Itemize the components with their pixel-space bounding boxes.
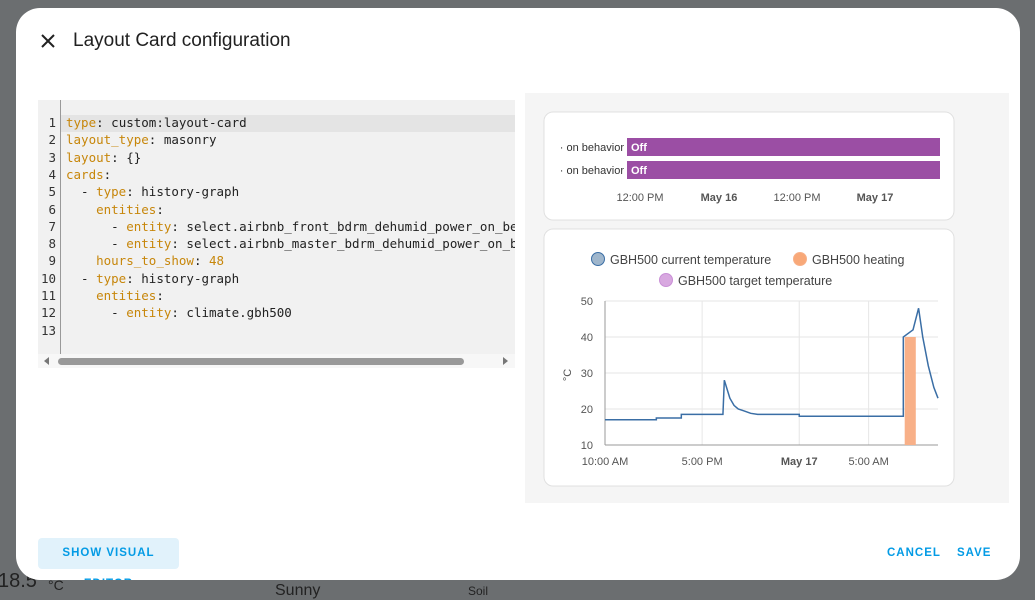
timeline-axis-label: 12:00 PM xyxy=(773,192,820,204)
line-number: 6 xyxy=(48,201,56,217)
timeline-bar xyxy=(627,138,940,156)
code-line: entities: xyxy=(96,201,164,217)
x-tick-label: May 17 xyxy=(781,456,818,468)
timeline-state: Off xyxy=(631,165,647,177)
x-tick-label: 5:00 PM xyxy=(682,456,723,468)
scrollbar[interactable] xyxy=(38,354,515,368)
y-tick-label: 40 xyxy=(581,332,593,344)
code-line: - type: history-graph xyxy=(66,184,240,200)
line-number: 10 xyxy=(40,270,56,286)
line-number: 5 xyxy=(48,184,56,200)
timeline-state: Off xyxy=(631,142,647,154)
gutter xyxy=(38,100,61,354)
code-line: layout: {} xyxy=(66,149,142,165)
y-tick-label: 30 xyxy=(581,368,593,380)
timeline-axis-label: May 16 xyxy=(701,192,738,204)
line-number: 7 xyxy=(48,218,56,234)
scroll-right[interactable] xyxy=(503,357,508,365)
bg-text: Soil xyxy=(468,584,489,598)
legend-swatch xyxy=(793,252,807,266)
code-line: - entity: select.airbnb_front_bdrm_dehum… xyxy=(66,218,515,234)
code-line: - type: history-graph xyxy=(66,270,240,286)
timeline-label: · on behavior xyxy=(560,142,625,154)
dialog-title: Layout Card configuration xyxy=(73,30,291,51)
code-line: - entity: select.airbnb_master_bdrm_dehu… xyxy=(66,236,515,252)
legend-label: GBH500 heating xyxy=(812,253,904,267)
line-number: 13 xyxy=(40,322,56,338)
line-number: 4 xyxy=(48,166,56,182)
visual-editor-button[interactable]: SHOW VISUAL EDITOR xyxy=(38,538,179,580)
code-line: type: custom:layout-card xyxy=(66,115,247,130)
line-number: 11 xyxy=(40,288,56,303)
active-line xyxy=(61,115,515,132)
save-button[interactable]: SAVE xyxy=(957,547,992,559)
x-tick-label: 5:00 AM xyxy=(848,456,888,468)
y-tick-label: 10 xyxy=(581,440,593,452)
series-line xyxy=(605,308,939,421)
code-editor[interactable]: 1 type: custom:layout-card 2 layout_type: m… xyxy=(38,100,515,368)
scroll-left[interactable] xyxy=(44,357,49,365)
line-number: 1 xyxy=(48,115,56,130)
bg-text: °C xyxy=(48,577,64,593)
line-number: 3 xyxy=(48,149,56,165)
legend-label: GBH500 current temperature xyxy=(610,253,771,267)
line-number: 8 xyxy=(48,236,56,252)
close-button[interactable] xyxy=(40,33,56,49)
timeline-axis-label: May 17 xyxy=(857,192,894,204)
y-tick-label: 50 xyxy=(581,296,593,308)
scroll-thumb[interactable] xyxy=(58,358,464,365)
dialog: Layout Card configuration 1 type: custom:… xyxy=(16,8,1020,580)
legend-swatch xyxy=(591,252,605,266)
y-axis-label: °C xyxy=(562,369,574,381)
preview: · on behavior Off · on behavior Off 12:00 PM… xyxy=(543,111,955,487)
x-tick-label: 10:00 AM xyxy=(582,456,628,468)
code-line: - entity: climate.gbh500 xyxy=(66,305,292,321)
code-line: cards: xyxy=(66,166,112,182)
code-line: entities: xyxy=(96,288,164,303)
legend-label: GBH500 target temperature xyxy=(678,274,832,288)
bg-text: Sunny xyxy=(275,582,321,599)
line-number: 12 xyxy=(40,305,56,321)
legend-swatch xyxy=(659,273,673,287)
line-number: 9 xyxy=(48,253,56,269)
heating-area xyxy=(904,337,916,445)
timeline-axis-label: 12:00 PM xyxy=(616,192,663,204)
line-number: 2 xyxy=(48,132,56,148)
cancel-button[interactable]: CANCEL xyxy=(887,547,941,559)
code-line: layout_type: masonry xyxy=(66,132,217,148)
timeline-label: · on behavior xyxy=(560,165,625,177)
timeline-bar xyxy=(627,161,940,179)
code-line: hours_to_show: 48 xyxy=(96,253,225,269)
y-tick-label: 20 xyxy=(581,404,593,416)
